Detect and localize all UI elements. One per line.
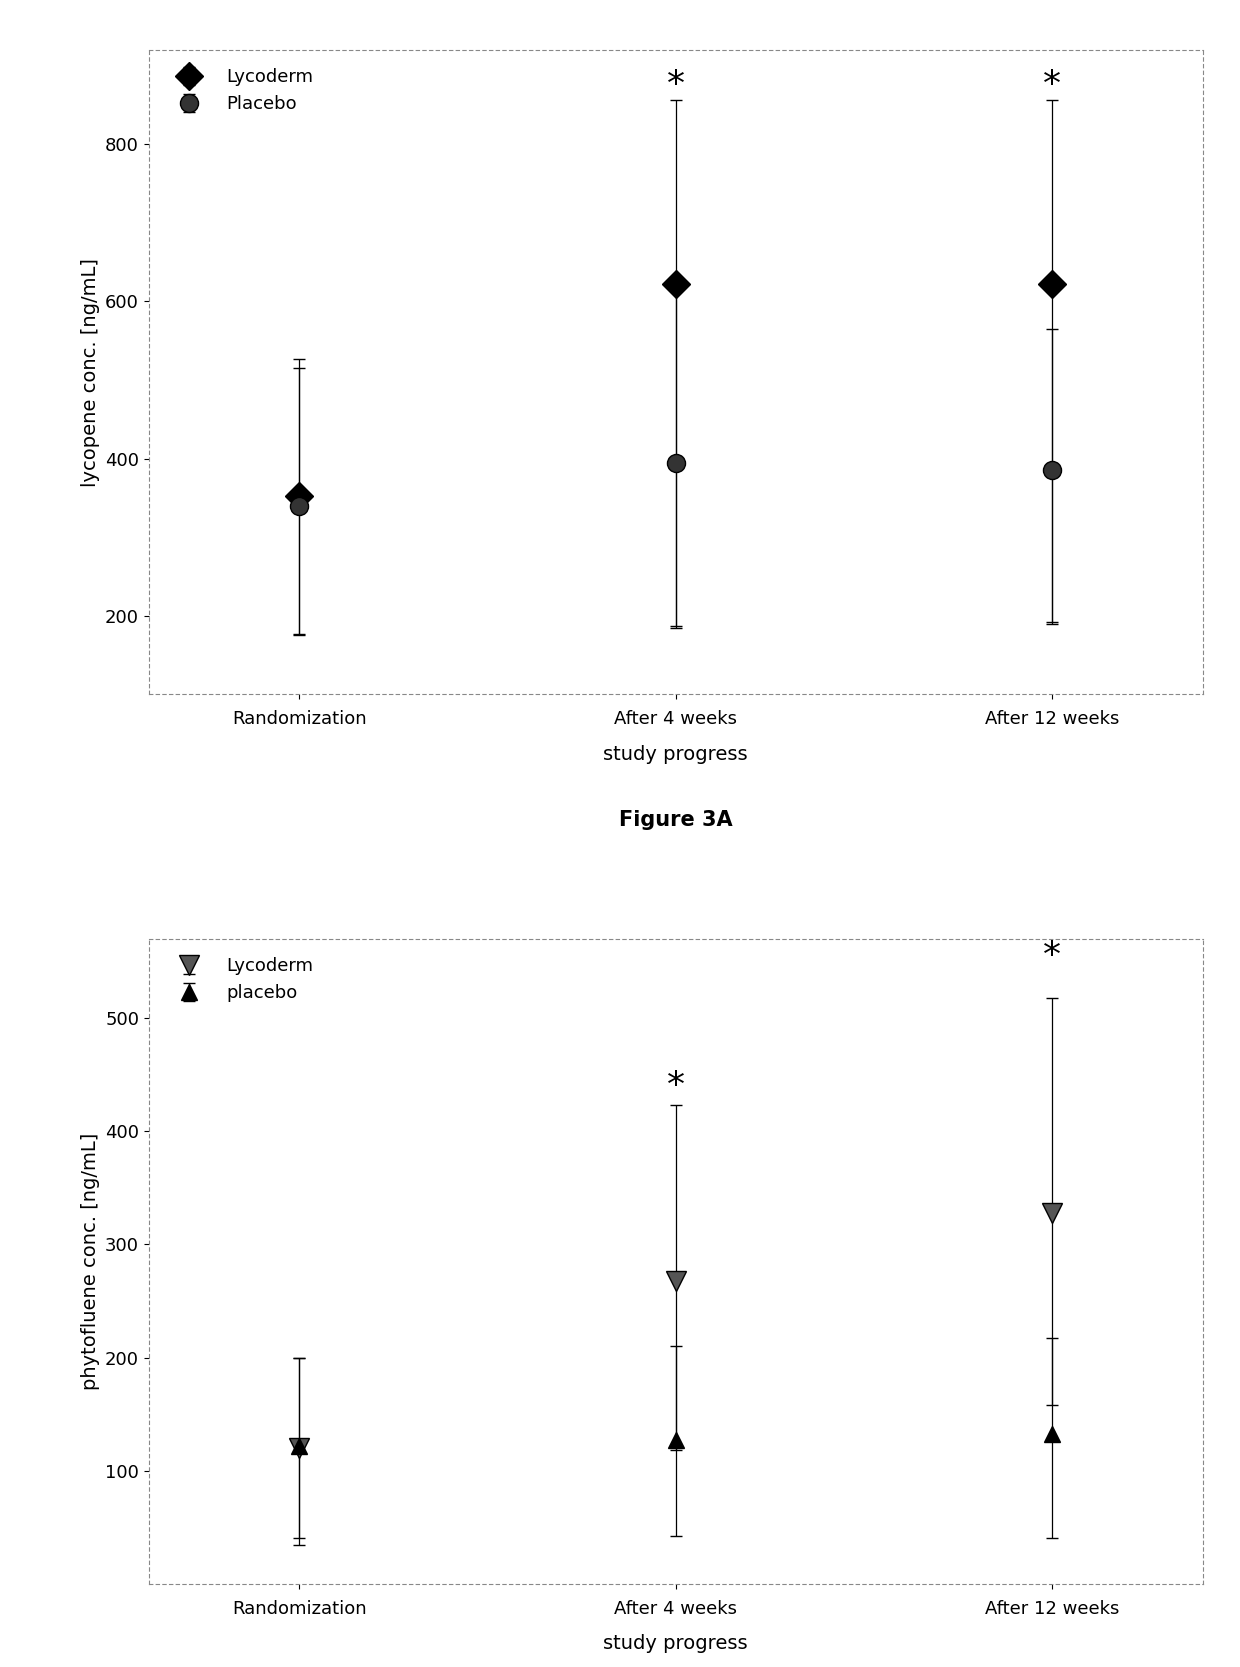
Text: *: * <box>667 1069 684 1104</box>
Legend: Lycoderm, Placebo: Lycoderm, Placebo <box>157 58 322 122</box>
X-axis label: study progress: study progress <box>604 745 748 763</box>
Y-axis label: lycopene conc. [ng/mL]: lycopene conc. [ng/mL] <box>81 258 99 487</box>
Text: Figure 3A: Figure 3A <box>619 810 733 830</box>
Y-axis label: phytofluene conc. [ng/mL]: phytofluene conc. [ng/mL] <box>81 1134 99 1390</box>
Legend: Lycoderm, placebo: Lycoderm, placebo <box>157 949 322 1012</box>
Text: *: * <box>667 68 684 102</box>
Text: *: * <box>1043 68 1061 102</box>
Text: *: * <box>1043 939 1061 974</box>
X-axis label: study progress: study progress <box>604 1634 748 1654</box>
